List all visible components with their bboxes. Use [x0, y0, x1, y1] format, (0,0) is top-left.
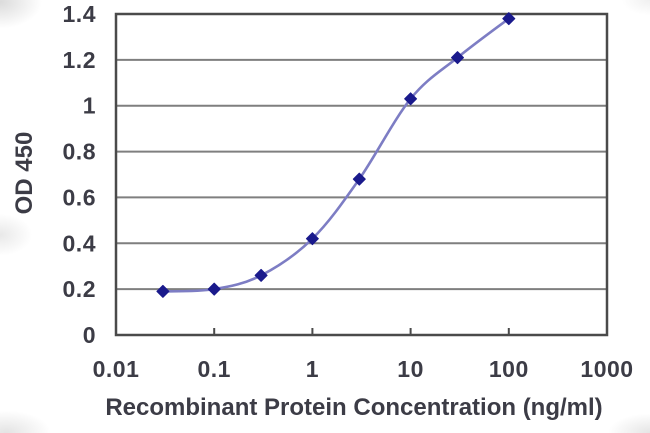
- x-tick-label: 100: [489, 356, 529, 382]
- x-tick-marks: [115, 328, 608, 335]
- x-tick-label: 10: [397, 356, 424, 382]
- x-axis-title: Recombinant Protein Concentration (ng/ml…: [105, 394, 603, 421]
- y-tick-label: 0.2: [63, 276, 96, 302]
- x-tick-label: 1000: [580, 356, 633, 382]
- x-tick-label: 0.01: [93, 356, 140, 382]
- y-tick-label: 0.6: [63, 184, 96, 210]
- x-tick-label: 1: [306, 356, 319, 382]
- data-point-marker: [352, 172, 366, 186]
- data-point-marker: [404, 92, 418, 106]
- data-point-marker: [254, 268, 268, 282]
- y-tick-label: 1: [83, 93, 96, 119]
- gridlines: [116, 58, 607, 291]
- y-tick-label: 0: [83, 322, 96, 348]
- y-axis-title: OD 450: [11, 131, 38, 215]
- data-point-marker: [207, 282, 221, 296]
- data-point-marker: [451, 51, 464, 65]
- data-point-marker: [502, 12, 516, 26]
- y-tick-label: 0.8: [63, 139, 96, 165]
- data-point-marker: [305, 232, 319, 246]
- data-point-marker: [156, 284, 170, 298]
- y-tick-label: 0.4: [63, 230, 96, 256]
- x-tick-label: 0.1: [197, 356, 230, 382]
- data-point-markers: [156, 12, 516, 298]
- y-tick-label: 1.4: [63, 1, 96, 27]
- y-tick-labels: 0 0.2 0.4 0.6 0.8 1 1.2 1.4: [63, 1, 96, 348]
- y-tick-label: 1.2: [63, 47, 96, 73]
- plot-frame: [114, 12, 609, 337]
- x-tick-labels: 0.01 0.1 1 10 100 1000: [93, 356, 633, 382]
